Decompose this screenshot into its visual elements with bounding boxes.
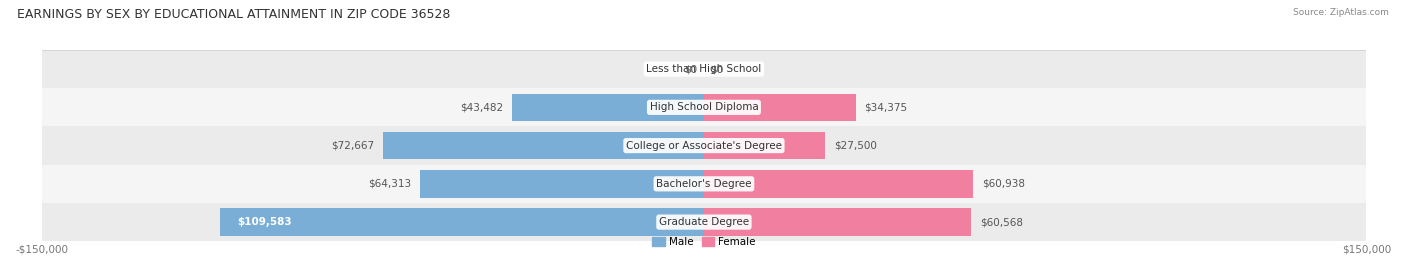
Text: Source: ZipAtlas.com: Source: ZipAtlas.com (1294, 8, 1389, 17)
Text: $43,482: $43,482 (460, 102, 503, 112)
Text: $109,583: $109,583 (238, 217, 292, 227)
Text: High School Diploma: High School Diploma (650, 102, 758, 112)
Text: EARNINGS BY SEX BY EDUCATIONAL ATTAINMENT IN ZIP CODE 36528: EARNINGS BY SEX BY EDUCATIONAL ATTAINMEN… (17, 8, 450, 21)
Text: College or Associate's Degree: College or Associate's Degree (626, 141, 782, 151)
Bar (704, 132, 825, 159)
Text: $0: $0 (685, 64, 697, 74)
Text: $72,667: $72,667 (330, 141, 374, 151)
Bar (382, 132, 704, 159)
Text: $60,938: $60,938 (981, 179, 1025, 189)
Bar (219, 208, 704, 236)
Bar (512, 94, 704, 121)
Bar (704, 94, 856, 121)
Text: $60,568: $60,568 (980, 217, 1024, 227)
Text: $27,500: $27,500 (834, 141, 877, 151)
Text: Less than High School: Less than High School (647, 64, 762, 74)
Bar (42, 203, 1367, 241)
Bar (704, 170, 973, 198)
Text: $34,375: $34,375 (865, 102, 908, 112)
Bar (42, 165, 1367, 203)
Text: $64,313: $64,313 (368, 179, 411, 189)
Bar (42, 50, 1367, 88)
Text: Bachelor's Degree: Bachelor's Degree (657, 179, 752, 189)
Bar (42, 88, 1367, 126)
Bar (704, 208, 972, 236)
Legend: Male, Female: Male, Female (648, 233, 761, 251)
Bar (42, 126, 1367, 165)
Text: Graduate Degree: Graduate Degree (659, 217, 749, 227)
Text: $0: $0 (710, 64, 724, 74)
Bar (420, 170, 704, 198)
